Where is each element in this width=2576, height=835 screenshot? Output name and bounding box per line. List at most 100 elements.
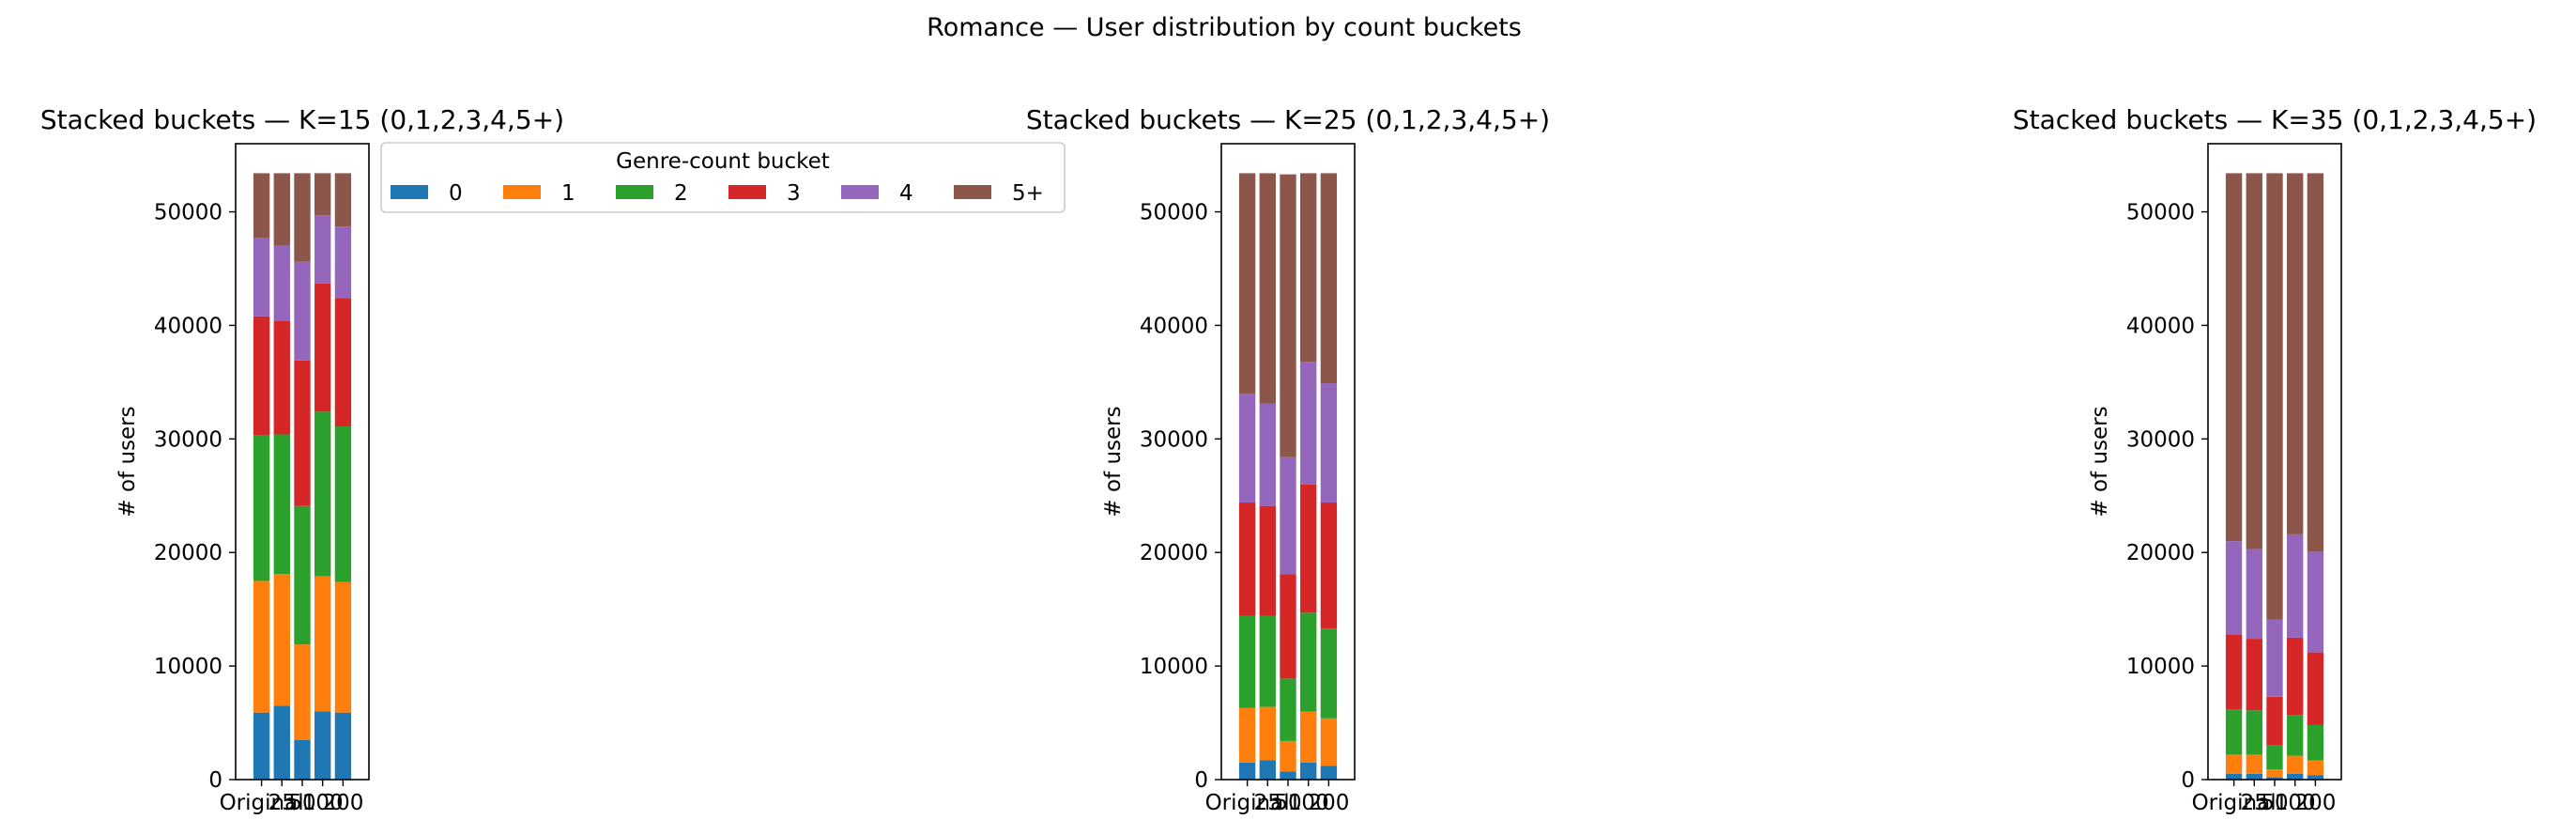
bar-100-bucket-3 — [1300, 484, 1317, 613]
bar-25-bucket-2 — [2246, 710, 2262, 755]
bar-Original-bucket-0 — [2225, 773, 2243, 780]
bar-25-bucket-1 — [1259, 706, 1276, 761]
y-axis-label: # of users — [115, 406, 140, 517]
y-axis-label: # of users — [1101, 406, 1126, 517]
bar-200-bucket-4 — [1320, 383, 1338, 503]
y-tick-label: 50000 — [1140, 201, 1208, 225]
figure-suptitle: Romance — User distribution by count buc… — [927, 13, 1522, 42]
x-tick-label: 50 — [1274, 791, 1301, 815]
legend-label-5+: 5+ — [1012, 181, 1044, 206]
bar-100-bucket-2 — [314, 411, 331, 577]
x-tick-label: 50 — [2261, 791, 2288, 815]
bar-100-bucket-5+ — [2287, 173, 2304, 534]
bar-200-bucket-0 — [334, 712, 352, 780]
y-tick-label: 0 — [208, 768, 222, 793]
bar-Original-bucket-2 — [2225, 709, 2243, 755]
y-tick-label: 40000 — [1140, 314, 1208, 338]
y-tick-label: 0 — [2181, 768, 2195, 793]
bar-200-bucket-3 — [334, 298, 352, 427]
x-tick-label: Original — [2192, 791, 2277, 815]
bar-50-bucket-5+ — [294, 173, 311, 262]
bar-25-bucket-1 — [2246, 754, 2262, 774]
x-tick-label: 50 — [288, 791, 315, 815]
bar-100-bucket-1 — [1300, 711, 1317, 763]
legend-title: Genre-count bucket — [616, 149, 830, 174]
bar-200-bucket-5+ — [1320, 173, 1338, 384]
bar-100-bucket-5+ — [1300, 173, 1317, 363]
bar-50-bucket-1 — [294, 644, 311, 740]
bar-100-bucket-4 — [314, 215, 331, 284]
bar-50-bucket-0 — [294, 739, 311, 780]
legend-label-1: 1 — [561, 181, 575, 206]
y-tick-label: 30000 — [2126, 427, 2195, 452]
bar-Original-bucket-5+ — [2225, 173, 2243, 542]
x-tick-label: Original — [220, 791, 304, 815]
y-tick-label: 30000 — [1140, 427, 1208, 452]
legend-swatch-5+ — [954, 185, 991, 199]
bar-200-bucket-3 — [2307, 652, 2324, 725]
bar-Original-bucket-1 — [2225, 754, 2243, 774]
bar-25-bucket-3 — [2246, 639, 2262, 711]
bar-50-bucket-4 — [2266, 619, 2283, 697]
bar-50-bucket-1 — [2266, 769, 2283, 778]
bar-50-bucket-3 — [294, 360, 311, 506]
x-tick-label: 25 — [268, 791, 296, 815]
legend-label-4: 4 — [899, 181, 913, 206]
x-tick-label: 100 — [302, 791, 344, 815]
bar-Original-bucket-2 — [253, 435, 270, 581]
bar-200-bucket-1 — [334, 581, 352, 713]
bar-200-bucket-1 — [2307, 760, 2324, 776]
y-tick-label: 10000 — [2126, 655, 2195, 679]
bar-Original-bucket-4 — [2225, 541, 2243, 635]
bar-100-bucket-4 — [2287, 533, 2304, 638]
chart-panel-3: Stacked buckets — K=35 (0,1,2,3,4,5+) 0 10… — [2013, 104, 2537, 815]
bar-Original-bucket-0 — [1238, 762, 1256, 780]
y-tick-label: 50000 — [154, 201, 222, 225]
bar-25-bucket-2 — [1259, 615, 1276, 707]
x-tick-label: 100 — [2275, 791, 2316, 815]
bar-25-bucket-1 — [273, 574, 290, 706]
bar-25-bucket-4 — [1259, 403, 1276, 506]
chart-title: Stacked buckets — K=15 (0,1,2,3,4,5+) — [40, 104, 564, 135]
bar-50-bucket-5+ — [2266, 173, 2283, 620]
y-tick-label: 0 — [1194, 768, 1208, 793]
bars — [1238, 173, 1338, 780]
bar-25-bucket-0 — [273, 705, 290, 780]
y-tick-label: 10000 — [154, 655, 222, 679]
x-tick-label: Original — [1205, 791, 1290, 815]
bar-50-bucket-3 — [1280, 574, 1296, 679]
bar-25-bucket-4 — [2246, 549, 2262, 640]
bar-Original-bucket-1 — [1238, 707, 1256, 763]
bar-200-bucket-2 — [1320, 628, 1338, 719]
bar-Original-bucket-5+ — [1238, 173, 1256, 394]
bar-Original-bucket-2 — [1238, 615, 1256, 708]
bar-50-bucket-0 — [1280, 771, 1296, 780]
bar-100-bucket-2 — [2287, 715, 2304, 756]
bar-25-bucket-5+ — [2246, 173, 2262, 549]
x-tick-label: 100 — [1288, 791, 1329, 815]
bar-200-bucket-0 — [2307, 775, 2324, 780]
legend-label-0: 0 — [449, 181, 463, 206]
y-tick-label: 40000 — [154, 314, 222, 338]
chart-panel-2: Stacked buckets — K=25 (0,1,2,3,4,5+) 0 10… — [1026, 104, 1550, 815]
y-tick-label: 50000 — [2126, 201, 2195, 225]
y-tick-label: 20000 — [154, 541, 222, 565]
bar-Original-bucket-1 — [253, 580, 270, 713]
bar-25-bucket-4 — [273, 245, 290, 321]
bar-200-bucket-5+ — [334, 173, 352, 227]
charts-group: Stacked buckets — K=15 (0,1,2,3,4,5+)010… — [40, 104, 2537, 815]
bar-100-bucket-1 — [314, 576, 331, 712]
bar-50-bucket-3 — [2266, 696, 2283, 746]
y-tick-label: 20000 — [2126, 541, 2195, 565]
bar-50-bucket-4 — [294, 261, 311, 361]
bar-Original-bucket-0 — [253, 712, 270, 780]
bar-200-bucket-4 — [334, 226, 352, 299]
chart-title: Stacked buckets — K=35 (0,1,2,3,4,5+) — [2013, 104, 2537, 135]
bar-100-bucket-1 — [2287, 755, 2304, 774]
bar-Original-bucket-5+ — [253, 173, 270, 239]
y-tick-label: 40000 — [2126, 314, 2195, 338]
bar-100-bucket-0 — [314, 711, 331, 780]
bar-50-bucket-4 — [1280, 456, 1296, 575]
bar-25-bucket-3 — [273, 320, 290, 435]
